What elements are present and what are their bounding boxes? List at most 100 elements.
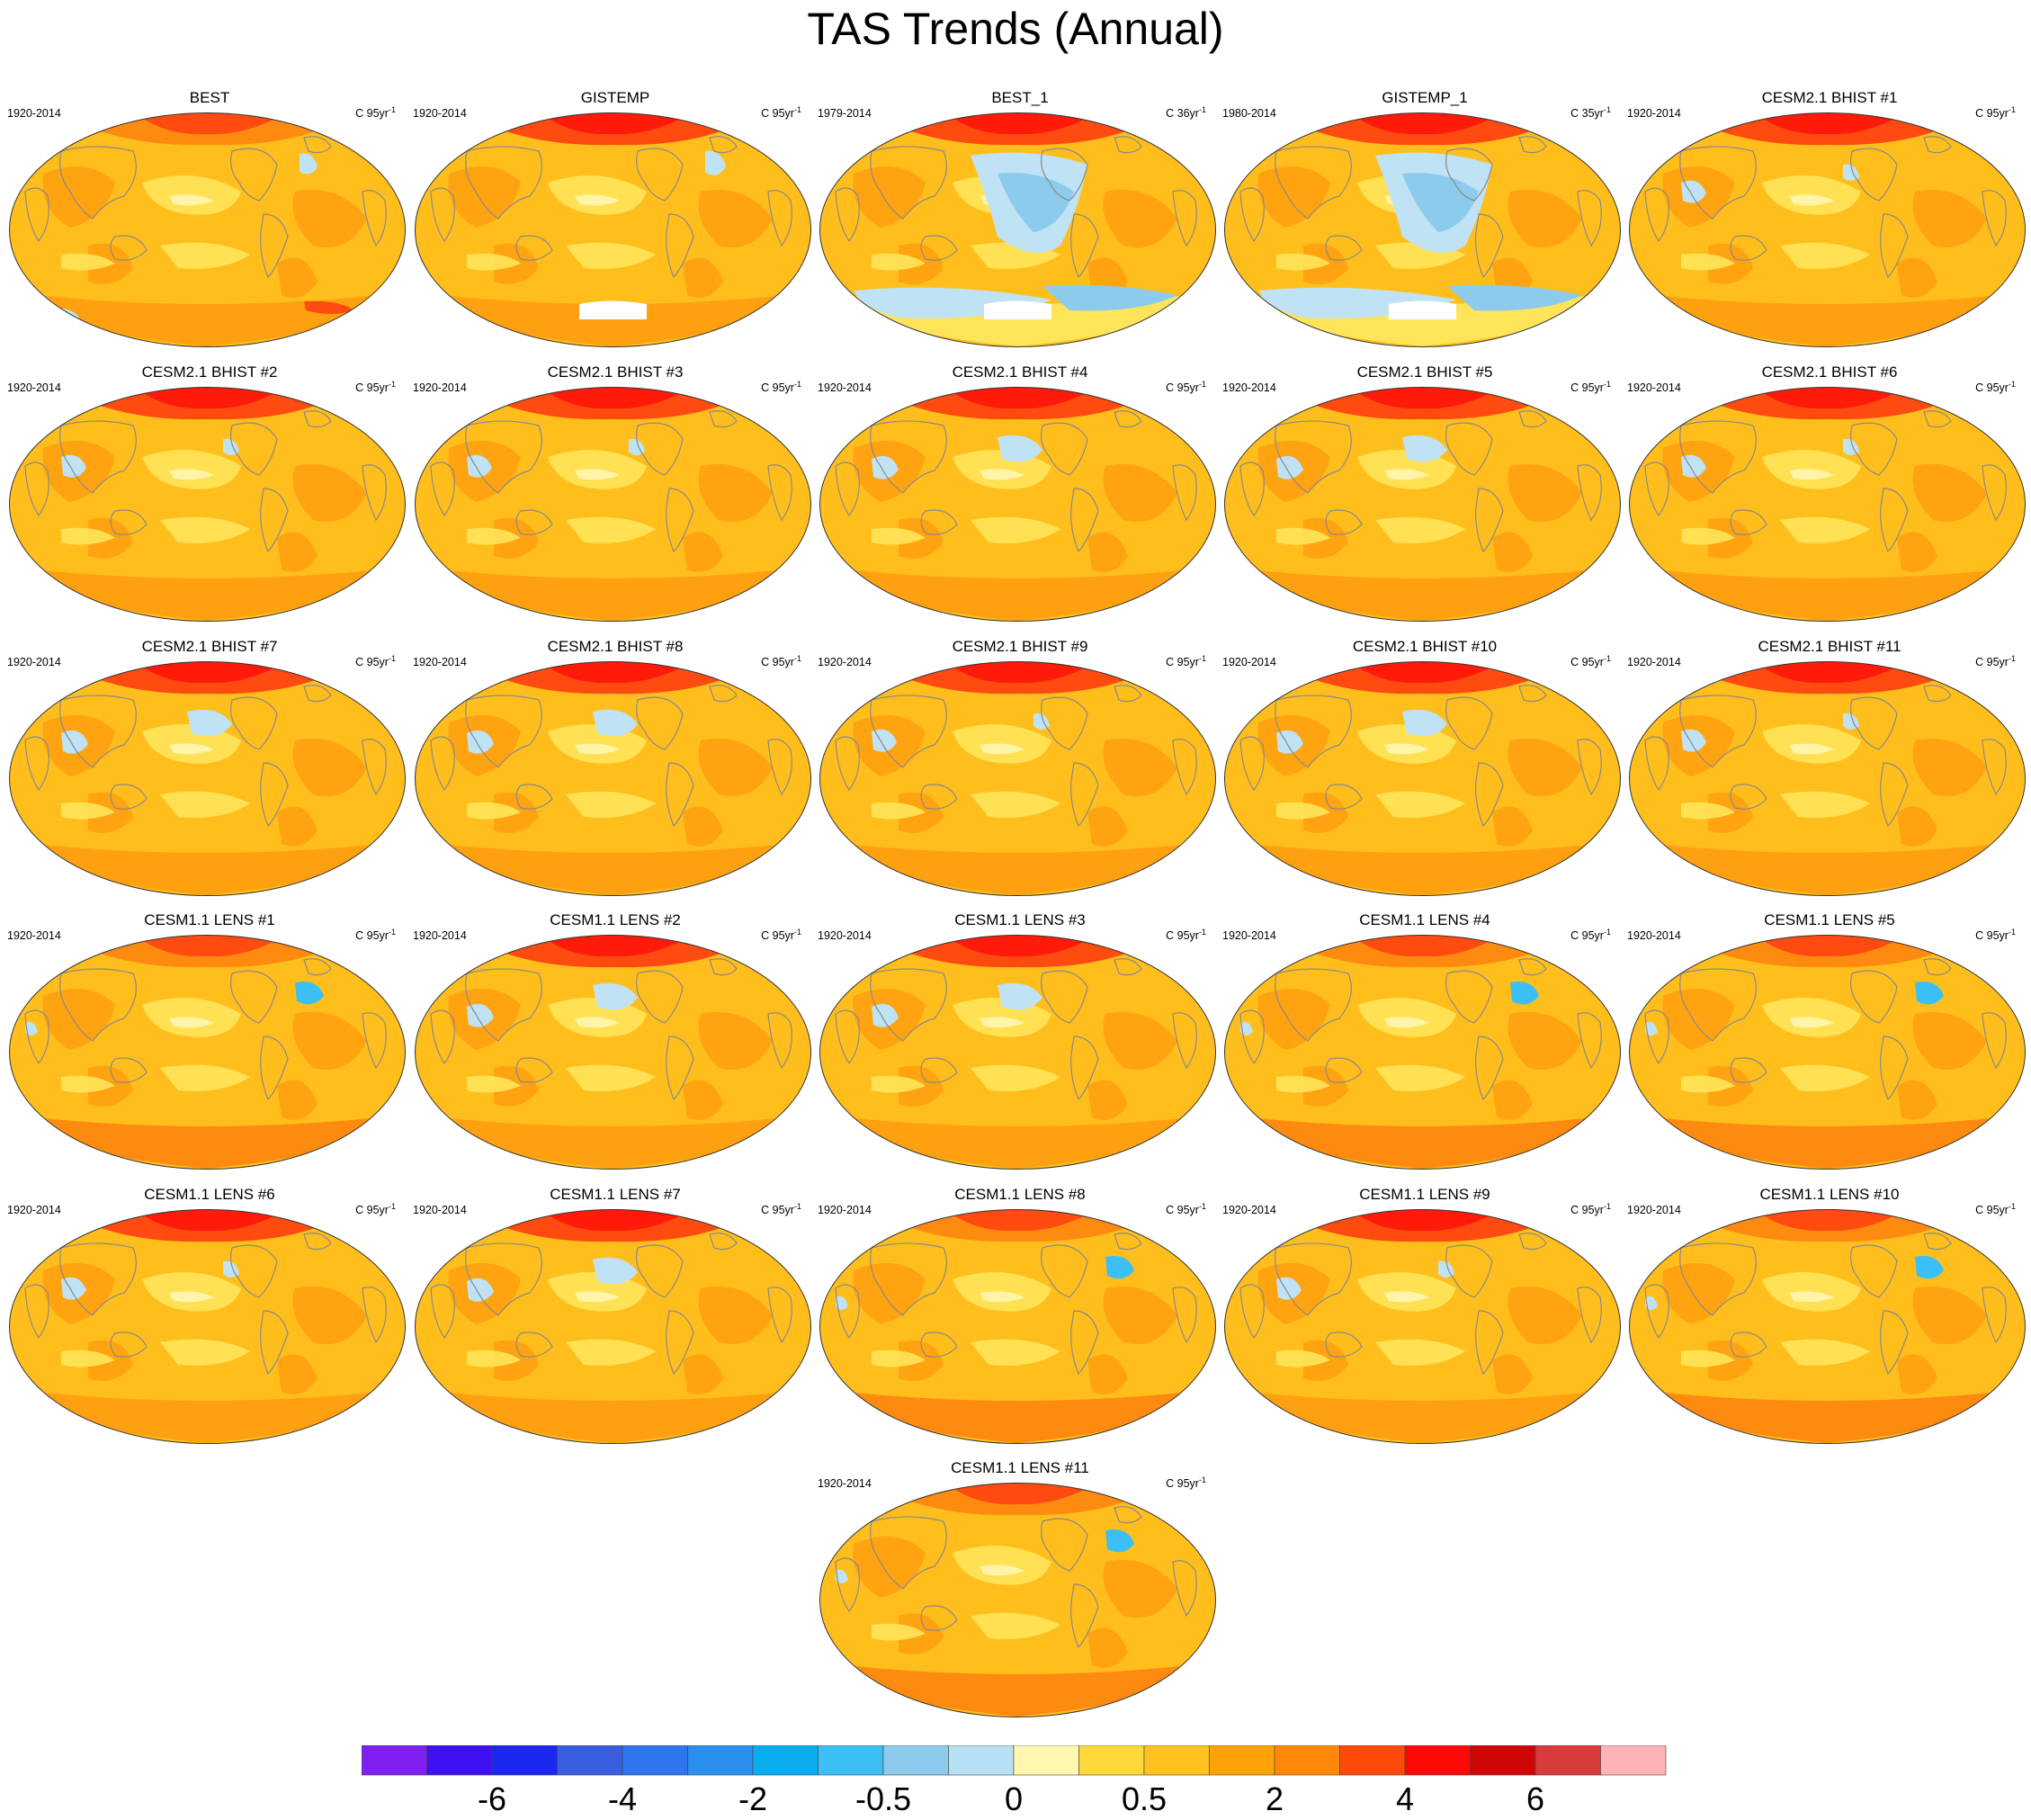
panel-title: CESM2.1 BHIST #5 [1356,363,1493,381]
map-panel: CESM2.1 BHIST #5 1920-2014 C 95yr-1 [1222,363,1627,623]
panel-period: 1920-2014 [1222,929,1276,942]
panel-period: 1980-2014 [1222,107,1276,120]
trend-map [1629,387,2026,622]
colorbar-tick-label: -6 [478,1780,506,1817]
panel-units: C 35yr-1 [1570,105,1611,121]
panel-units: C 95yr-1 [761,928,801,943]
panel-period: 1920-2014 [413,381,467,394]
panel-units: C 95yr-1 [1570,380,1611,395]
map-panel: CESM1.1 LENS #5 1920-2014 C 95yr-1 [1627,910,2031,1171]
panel-period: 1920-2014 [413,107,467,120]
panel-title: CESM1.1 LENS #9 [1359,1186,1490,1203]
panel-title: CESM2.1 BHIST #8 [547,638,684,655]
coastlines [24,136,387,279]
panel-period: 1920-2014 [818,656,872,668]
trend-map [819,1483,1216,1717]
trend-map [9,112,406,347]
colorbar-box [752,1745,819,1776]
panel-title: BEST [189,89,230,106]
colorbar-tick-label: 6 [1526,1780,1544,1817]
panel-title: GISTEMP_1 [1382,89,1468,106]
coastlines [430,136,792,279]
coastlines [430,1233,792,1376]
panel-period: 1920-2014 [413,1204,467,1216]
panel-title: CESM1.1 LENS #10 [1759,1186,1900,1203]
map-panel: CESM2.1 BHIST #8 1920-2014 C 95yr-1 [413,637,818,898]
trend-map [9,935,406,1170]
map-panel: CESM2.1 BHIST #6 1920-2014 C 95yr-1 [1627,363,2031,623]
map-border [819,935,1216,1170]
panel-title: CESM1.1 LENS #8 [954,1186,1086,1203]
coastlines [24,958,387,1101]
colorbar-box [426,1745,493,1776]
map-border [1224,1209,1621,1444]
coastlines [835,136,1197,279]
colorbar-box [1404,1745,1471,1776]
map-border [415,387,811,622]
panel-period: 1920-2014 [7,929,61,942]
colorbar-tick-label: 2 [1266,1780,1284,1817]
panel-period: 1920-2014 [1222,1204,1276,1216]
panel-units: C 95yr-1 [1975,105,2016,121]
colorbar-box [1339,1745,1406,1776]
map-border [9,112,406,347]
panel-units: C 95yr-1 [355,105,396,121]
panel-title: CESM2.1 BHIST #3 [547,363,684,381]
trend-map [1629,935,2026,1170]
map-border [1629,387,2026,622]
colorbar-box [1143,1745,1210,1776]
coastlines [24,410,387,553]
map-border [9,1209,406,1444]
map-panel: CESM1.1 LENS #10 1920-2014 C 95yr-1 [1627,1185,2031,1446]
panel-units: C 95yr-1 [1166,1475,1206,1491]
map-panel: CESM2.1 BHIST #3 1920-2014 C 95yr-1 [413,363,818,623]
panel-period: 1920-2014 [7,381,61,394]
coastlines [430,958,792,1101]
trend-map [1224,935,1621,1170]
panel-period: 1920-2014 [1222,656,1276,668]
map-border [1224,387,1621,622]
panel-title: GISTEMP [580,89,650,106]
map-panel: GISTEMP_1 1980-2014 C 35yr-1 [1222,88,1627,349]
panel-units: C 95yr-1 [355,1202,396,1217]
panel-period: 1920-2014 [818,381,872,394]
trend-map [1224,661,1621,896]
map-border [1224,112,1621,347]
map-panel: CESM1.1 LENS #9 1920-2014 C 95yr-1 [1222,1185,1627,1446]
trend-map [9,661,406,896]
map-panel: CESM2.1 BHIST #1 1920-2014 C 95yr-1 [1627,88,2031,349]
map-panel: CESM2.1 BHIST #4 1920-2014 C 95yr-1 [818,363,1222,623]
map-panel: CESM1.1 LENS #7 1920-2014 C 95yr-1 [413,1185,818,1446]
map-border [415,661,811,896]
panel-units: C 95yr-1 [355,380,396,395]
panel-title: CESM1.1 LENS #2 [550,911,681,928]
panel-units: C 95yr-1 [1570,1202,1611,1217]
coastlines [430,685,792,828]
panel-title: CESM2.1 BHIST #2 [141,363,278,381]
map-border [819,1209,1216,1444]
trend-map [1629,661,2026,896]
map-panel: CESM2.1 BHIST #9 1920-2014 C 95yr-1 [818,637,1222,898]
trend-map [9,1209,406,1444]
map-border [819,387,1216,622]
panel-units: C 95yr-1 [355,654,396,669]
coastlines [1239,1233,1602,1376]
map-border [819,112,1216,347]
panel-title: CESM2.1 BHIST #7 [141,638,278,655]
panel-units: C 95yr-1 [1975,654,2016,669]
colorbar-tick-label: -0.5 [855,1780,911,1817]
colorbar-box [1209,1745,1275,1776]
panel-title: CESM1.1 LENS #6 [144,1186,275,1203]
map-border [819,1483,1216,1717]
colorbar-box [1534,1745,1601,1776]
map-panel: CESM2.1 BHIST #7 1920-2014 C 95yr-1 [7,637,412,898]
panel-period: 1920-2014 [1222,381,1276,394]
colorbar-box [1274,1745,1340,1776]
panel-units: C 95yr-1 [761,654,801,669]
trend-map [415,112,811,347]
map-panel: CESM1.1 LENS #3 1920-2014 C 95yr-1 [818,910,1222,1171]
map-border [9,387,406,622]
map-panel: CESM2.1 BHIST #11 1920-2014 C 95yr-1 [1627,637,2031,898]
panel-units: C 95yr-1 [1570,654,1611,669]
trend-map [819,387,1216,622]
